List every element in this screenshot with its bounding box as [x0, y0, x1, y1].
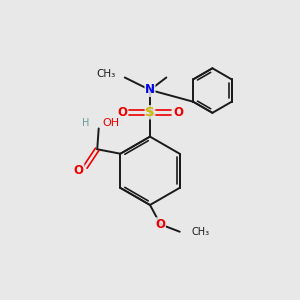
Text: S: S: [145, 106, 155, 119]
Text: N: N: [145, 83, 155, 97]
Text: OH: OH: [102, 118, 119, 128]
Text: CH₃: CH₃: [96, 69, 115, 79]
Text: O: O: [155, 218, 165, 231]
Text: O: O: [173, 106, 183, 119]
Text: H: H: [82, 118, 89, 128]
Text: CH₃: CH₃: [191, 227, 209, 237]
Text: O: O: [74, 164, 84, 177]
Text: O: O: [117, 106, 127, 119]
